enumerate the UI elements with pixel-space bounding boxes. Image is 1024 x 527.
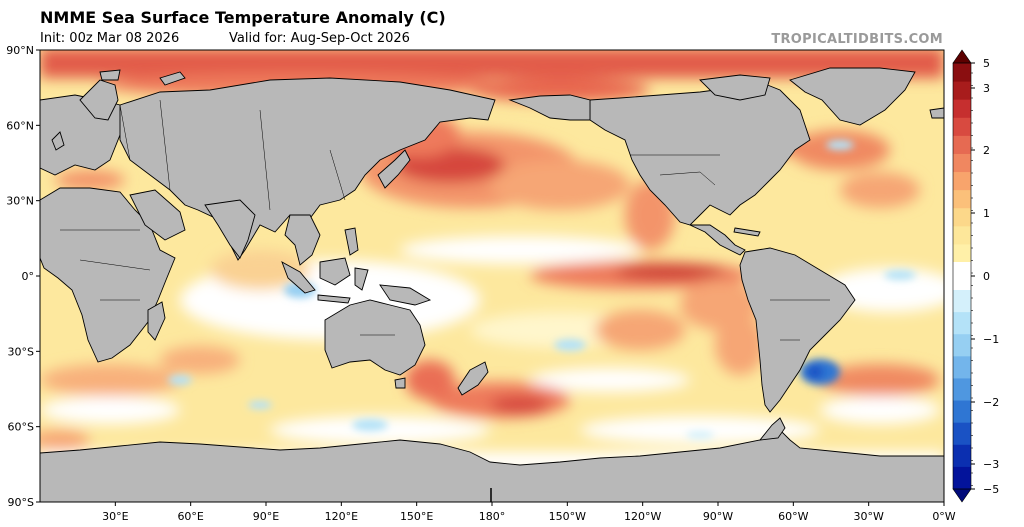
colorbar-swatch-warm bbox=[953, 135, 971, 154]
iceland bbox=[929, 107, 944, 119]
lon-tick-label: 180° bbox=[479, 510, 506, 523]
antarctic-peninsula bbox=[758, 417, 786, 441]
colorbar-extend-min bbox=[952, 488, 972, 503]
south-america bbox=[739, 247, 856, 413]
colorbar-swatch-cool bbox=[953, 356, 971, 379]
lon-tick-label: 0°W bbox=[932, 510, 955, 523]
colorbar-swatch-cool bbox=[953, 444, 971, 468]
lat-tick-label: 90°N bbox=[6, 44, 34, 57]
map-plot-area bbox=[40, 50, 944, 502]
sulawesi bbox=[354, 267, 369, 291]
madagascar bbox=[147, 301, 166, 341]
colorbar-extend-max bbox=[952, 49, 972, 64]
british-isles bbox=[51, 131, 65, 151]
borders bbox=[60, 99, 830, 341]
colorbar-swatch-warm bbox=[953, 207, 971, 227]
colorbar-tick-label: −5 bbox=[983, 483, 999, 496]
colorbar-swatch-cool bbox=[953, 290, 971, 313]
colorbar-tick-label: 2 bbox=[983, 144, 990, 157]
colorbar-tick-label: 3 bbox=[983, 82, 990, 95]
lon-tick-label: 150°E bbox=[400, 510, 433, 523]
lon-tick-label: 90°W bbox=[703, 510, 733, 523]
lat-tick-label: 60°S bbox=[8, 421, 34, 434]
sumatra bbox=[281, 261, 316, 294]
java bbox=[317, 294, 351, 304]
lat-axis: 90°N 60°N 30°N 0° 30°S 60°S 90°S bbox=[6, 44, 40, 509]
lat-tick-label: 0° bbox=[22, 270, 35, 283]
colorbar-swatch-warm bbox=[953, 63, 971, 82]
lon-tick-label: 120°W bbox=[624, 510, 661, 523]
lon-tick-label: 30°E bbox=[102, 510, 128, 523]
colorbar-swatch-cool bbox=[953, 400, 971, 424]
new-guinea bbox=[379, 284, 432, 306]
lon-tick-label: 60°E bbox=[177, 510, 203, 523]
canadian-arctic bbox=[699, 74, 771, 101]
colorbar-swatch-cool bbox=[953, 312, 971, 335]
colorbar: 5 3 2 1 0 −1 −2 −3 −5 bbox=[952, 49, 999, 503]
lat-tick-label: 30°S bbox=[8, 345, 34, 358]
lon-tick-label: 30°W bbox=[853, 510, 883, 523]
colorbar-swatch-cool bbox=[953, 466, 971, 490]
colorbar-swatch-warm bbox=[953, 81, 971, 100]
colorbar-tick-label: −1 bbox=[983, 333, 999, 346]
lon-axis: 30°E 60°E 90°E 120°E 150°E 180° 150°W 120°W 90°W… bbox=[102, 502, 956, 523]
colorbar-tick-label: −3 bbox=[983, 458, 999, 471]
colorbar-swatch-warm bbox=[953, 99, 971, 118]
greenland bbox=[789, 67, 916, 126]
lon-tick-label: 150°W bbox=[549, 510, 586, 523]
borneo bbox=[319, 257, 351, 286]
valid-period: Valid for: Aug-Sep-Oct 2026 bbox=[229, 31, 410, 46]
colorbar-swatch-warm bbox=[953, 189, 971, 209]
colorbar-swatch-cool bbox=[953, 334, 971, 357]
novaya-zemlya bbox=[159, 71, 186, 86]
site-credit: TROPICALTIDBITS.COM bbox=[771, 32, 943, 47]
colorbar-tick-label: 0 bbox=[983, 270, 990, 283]
land bbox=[40, 67, 944, 502]
cuba bbox=[733, 227, 761, 237]
lat-tick-label: 90°S bbox=[8, 496, 34, 509]
lon-tick-label: 60°W bbox=[778, 510, 808, 523]
colorbar-swatch-cool bbox=[953, 378, 971, 402]
arabia bbox=[129, 189, 186, 241]
colorbar-tick-label: 1 bbox=[983, 207, 990, 220]
scandinavia bbox=[79, 79, 119, 121]
lat-tick-label: 60°N bbox=[6, 119, 34, 132]
map-title: NMME Sea Surface Temperature Anomaly (C) bbox=[40, 8, 446, 27]
colorbar-tick-label: −2 bbox=[983, 396, 999, 409]
colorbar-swatch-neutral bbox=[953, 262, 971, 290]
colorbar-swatch-warm bbox=[953, 171, 971, 191]
colorbar-swatch-cool bbox=[953, 422, 971, 446]
alaska bbox=[508, 94, 591, 121]
india bbox=[204, 199, 256, 259]
init-time: Init: 00z Mar 08 2026 bbox=[40, 31, 180, 46]
lon-tick-label: 90°E bbox=[253, 510, 279, 523]
colorbar-swatch-warm bbox=[953, 243, 971, 263]
tasmania bbox=[394, 377, 406, 389]
australia bbox=[324, 299, 426, 376]
cool-anomalies bbox=[168, 140, 916, 439]
central-america bbox=[689, 224, 746, 256]
antarctica bbox=[40, 429, 944, 502]
colorbar-swatch-warm bbox=[953, 153, 971, 173]
lat-tick-label: 30°N bbox=[6, 195, 34, 208]
colorbar-tick-label: 5 bbox=[983, 57, 990, 70]
svalbard bbox=[99, 69, 121, 81]
new-zealand bbox=[457, 361, 489, 396]
colorbar-swatch-warm bbox=[953, 117, 971, 136]
colorbar-swatch-warm bbox=[953, 225, 971, 245]
japan bbox=[377, 149, 411, 189]
indochina bbox=[284, 214, 321, 266]
philippines bbox=[344, 227, 359, 256]
lon-tick-label: 120°E bbox=[325, 510, 358, 523]
